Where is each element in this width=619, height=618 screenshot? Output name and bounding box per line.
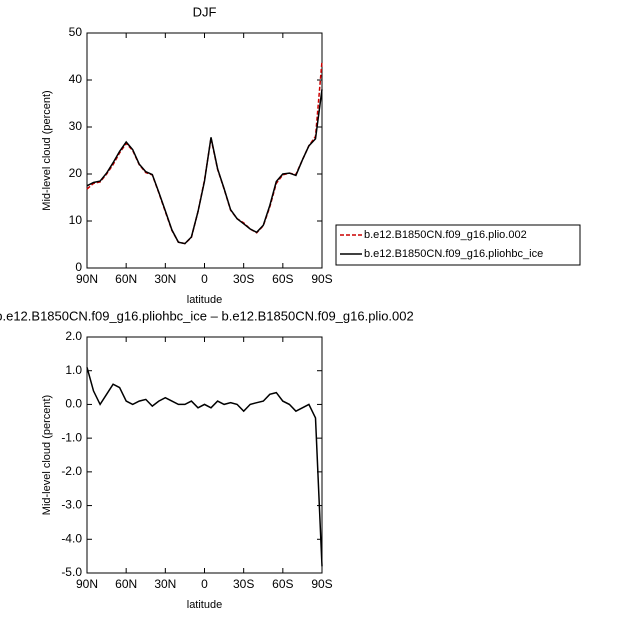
x-tick-label: 30S	[233, 272, 254, 286]
y-tick-label: -4.0	[61, 531, 82, 545]
x-tick-label: 30S	[233, 577, 254, 591]
data-line	[86, 61, 323, 245]
y-tick-label: -2.0	[61, 464, 82, 478]
y-tick-label: 0.0	[65, 397, 82, 411]
y-tick-label: -1.0	[61, 430, 82, 444]
y-tick-label: 20	[69, 166, 83, 180]
x-tick-label: 30N	[154, 272, 176, 286]
y-tick-label: 50	[69, 25, 83, 39]
x-tick-label: 60S	[272, 272, 293, 286]
chart-title: DJF	[193, 4, 217, 19]
y-tick-label: 40	[69, 72, 83, 86]
y-tick-label: 2.0	[65, 329, 82, 343]
legend-label: b.e12.B1850CN.f09_g16.plio.002	[364, 229, 527, 241]
x-tick-label: 60S	[272, 577, 293, 591]
y-axis-label: Mid-level cloud (percent)	[41, 395, 53, 515]
chart-title: b.e12.B1850CN.f09_g16.pliohbc_ice – b.e1…	[0, 308, 414, 323]
x-tick-label: 60N	[115, 577, 137, 591]
y-tick-label: 0	[75, 260, 82, 274]
y-tick-label: 10	[69, 213, 83, 227]
x-axis-label: latitude	[187, 599, 222, 611]
data-line	[86, 89, 323, 245]
x-tick-label: 90N	[76, 577, 98, 591]
data-line	[86, 367, 323, 567]
x-tick-label: 90N	[76, 272, 98, 286]
x-tick-label: 0	[201, 272, 208, 286]
plot-frame	[86, 32, 323, 269]
y-tick-label: -5.0	[61, 565, 82, 579]
y-axis-label: Mid-level cloud (percent)	[41, 90, 53, 210]
x-tick-label: 90S	[311, 577, 332, 591]
x-tick-label: 30N	[154, 577, 176, 591]
y-tick-label: 30	[69, 119, 83, 133]
y-tick-label: 1.0	[65, 363, 82, 377]
x-tick-label: 60N	[115, 272, 137, 286]
x-tick-label: 0	[201, 577, 208, 591]
x-axis-label: latitude	[187, 294, 222, 306]
legend-box	[335, 224, 581, 266]
y-tick-label: -3.0	[61, 498, 82, 512]
legend-label: b.e12.B1850CN.f09_g16.pliohbc_ice	[364, 248, 543, 260]
x-tick-label: 90S	[311, 272, 332, 286]
plot-frame	[86, 336, 323, 574]
